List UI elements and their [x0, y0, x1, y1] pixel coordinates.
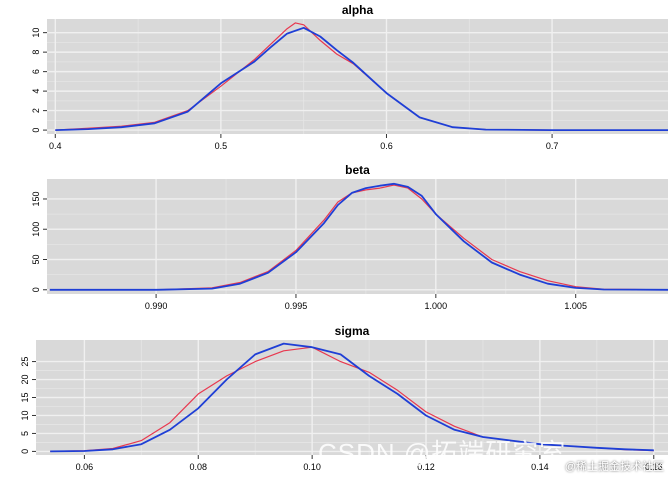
- y-tick-label: 100: [31, 222, 41, 237]
- y-tick-label: 20: [20, 375, 30, 385]
- panel-title: alpha: [342, 3, 374, 17]
- watermark-main: CSDN @拓端研究室: [318, 438, 567, 468]
- panel-alpha: alpha 0.4 0.5 0.6 0.7 0 2 4 6 8 10: [31, 3, 668, 151]
- x-tick-label: 0.7: [546, 141, 559, 151]
- watermark-sub: @稀土掘金技术社区: [564, 461, 664, 473]
- x-tick-label: 0.16: [645, 462, 663, 472]
- panel-title: beta: [345, 163, 370, 177]
- density-line-series-2: [49, 182, 669, 291]
- x-tick-label: 0.10: [303, 462, 321, 472]
- x-tick-label: 0.4: [49, 141, 62, 151]
- y-tick-label: 0: [20, 449, 30, 454]
- y-tick-label: 8: [31, 50, 41, 55]
- y-tick-label: 25: [20, 357, 30, 367]
- x-tick-label: 1.005: [564, 301, 587, 311]
- panel-beta: beta 0.990 0.995 1.000 1.005 0 50 100 150: [31, 163, 669, 311]
- y-tick-label: 2: [31, 108, 41, 113]
- panel-background: [47, 19, 668, 134]
- panel-sigma: sigma 0.06 0.08 0.10 0.12 0.14 0.16 0 5 10 15 20 25: [20, 324, 668, 472]
- x-tick-label: 0.12: [417, 462, 435, 472]
- y-tick-label: 150: [31, 191, 41, 206]
- panel-title: sigma: [335, 324, 370, 338]
- panel-background: [47, 179, 668, 294]
- y-tick-label: 15: [20, 392, 30, 402]
- x-tick-label: 0.6: [380, 141, 393, 151]
- y-tick-label: 6: [31, 69, 41, 74]
- y-tick-label: 4: [31, 89, 41, 94]
- x-tick-label: 0.06: [76, 462, 94, 472]
- y-tick-label: 50: [31, 254, 41, 264]
- x-tick-label: 0.14: [531, 462, 549, 472]
- density-line-series-2: [50, 342, 654, 453]
- y-tick-label: 10: [20, 410, 30, 420]
- x-tick-label: 0.995: [285, 301, 308, 311]
- y-tick-label: 10: [31, 28, 41, 38]
- density-line-series-2: [55, 26, 668, 132]
- x-tick-label: 0.990: [145, 301, 168, 311]
- y-tick-label: 0: [31, 287, 41, 292]
- x-tick-label: 0.08: [190, 462, 208, 472]
- y-tick-label: 5: [20, 431, 30, 436]
- x-tick-label: 0.5: [215, 141, 228, 151]
- x-tick-label: 1.000: [425, 301, 448, 311]
- y-tick-label: 0: [31, 128, 41, 133]
- density-line-series-1: [49, 184, 669, 291]
